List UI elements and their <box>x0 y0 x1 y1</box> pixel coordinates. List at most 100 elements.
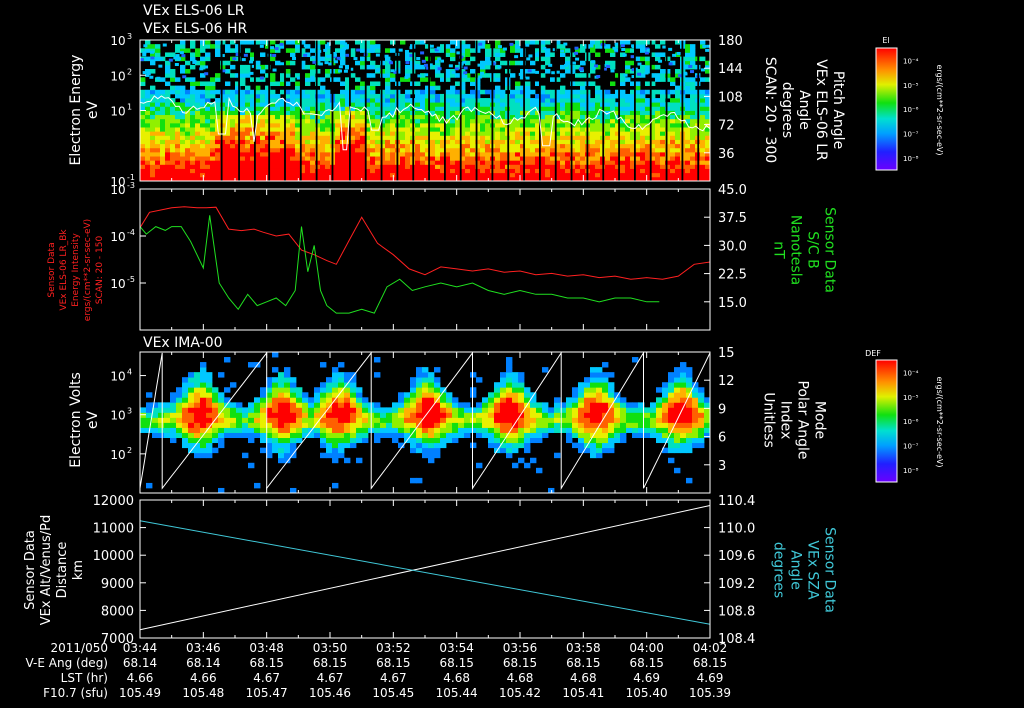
heat-cell <box>314 397 321 403</box>
heat-cell <box>555 156 561 161</box>
heat-cell <box>700 168 706 174</box>
heat-cell <box>245 164 251 169</box>
heat-cell <box>404 427 411 433</box>
heat-cell <box>220 98 226 103</box>
heat-cell <box>420 143 426 149</box>
heat-cell <box>595 98 601 103</box>
heat-cell <box>210 151 216 157</box>
axis-label-line: Sensor Data <box>23 530 38 610</box>
heat-speck <box>416 57 421 61</box>
heat-speck <box>463 71 468 75</box>
heat-cell <box>605 176 611 181</box>
heat-cell <box>340 114 346 120</box>
colorbar-def-label: ergs/(cm**2-sr-sec-eV) <box>935 376 944 467</box>
heat-cell <box>705 172 710 178</box>
heat-speck <box>303 44 308 48</box>
heat-cell <box>635 160 641 165</box>
heat-cell <box>655 102 661 107</box>
heat-cell <box>230 139 236 145</box>
heat-cell <box>295 164 301 169</box>
time-tick-label: 03:44 <box>123 641 158 655</box>
heat-cell <box>285 93 291 99</box>
heat-cell <box>392 437 399 444</box>
heat-cell <box>645 156 651 161</box>
heat-cell <box>475 131 481 136</box>
heat-cell <box>265 64 271 70</box>
heat-cell <box>270 151 276 157</box>
heat-cell <box>458 432 465 439</box>
heat-cell <box>290 93 296 99</box>
heat-cell <box>255 106 261 111</box>
heat-cell <box>680 412 687 418</box>
heat-cell <box>575 147 581 153</box>
heat-cell <box>434 387 441 393</box>
heat-speck <box>140 58 145 62</box>
heat-cell <box>675 114 681 120</box>
heat-cell <box>630 60 636 66</box>
heat-cell <box>415 143 421 149</box>
heat-cell <box>686 377 693 383</box>
heat-cell <box>266 407 273 413</box>
heat-cell <box>506 392 513 398</box>
heat-cell <box>195 176 201 181</box>
heat-cell <box>190 143 196 149</box>
heat-cell <box>170 52 176 57</box>
heat-cell <box>272 387 279 393</box>
heat-cell <box>512 377 519 383</box>
heat-cell <box>692 437 699 444</box>
heat-cell <box>185 77 191 82</box>
heat-cell <box>500 139 506 145</box>
heat-cell <box>390 156 396 161</box>
heat-cell <box>480 176 486 181</box>
heat-cell <box>315 168 321 174</box>
heat-cell <box>674 397 681 403</box>
heat-cell <box>602 377 609 383</box>
heat-cell <box>630 98 636 103</box>
heat-speck <box>204 65 209 69</box>
heat-cell <box>428 417 435 423</box>
heat-cell <box>350 402 357 408</box>
heat-cell <box>540 106 546 111</box>
heat-cell <box>470 89 476 95</box>
heat-cell <box>515 40 521 45</box>
heat-cell <box>460 147 466 153</box>
heat-cell <box>200 60 206 66</box>
time-row-value: 105.41 <box>562 686 604 700</box>
heat-cell <box>698 417 705 423</box>
heat-cell <box>300 176 306 181</box>
heat-cell <box>650 102 656 107</box>
heat-cell <box>635 93 641 99</box>
heat-cell <box>160 131 166 136</box>
heat-cell <box>140 118 146 124</box>
heat-cell <box>572 442 579 449</box>
heat-cell <box>465 135 471 140</box>
heat-cell <box>670 81 676 87</box>
heat-cell <box>460 156 466 161</box>
heat-cell <box>250 40 256 45</box>
heat-cell <box>160 147 166 153</box>
heat-cell <box>580 106 586 111</box>
heat-cell <box>285 131 291 136</box>
heat-cell <box>440 135 446 140</box>
heat-cell <box>572 417 579 423</box>
heat-cell <box>535 81 541 87</box>
heat-cell <box>670 118 676 124</box>
heat-cell <box>670 160 676 165</box>
heat-cell <box>300 122 306 128</box>
heat-cell <box>690 176 696 181</box>
heat-cell <box>625 164 631 169</box>
heat-cell <box>500 143 506 149</box>
heat-cell <box>536 402 543 408</box>
heat-cell <box>188 392 195 398</box>
heat-cell <box>265 73 271 78</box>
heat-cell <box>188 377 195 383</box>
heat-speck <box>270 46 275 50</box>
heat-cell <box>240 64 246 70</box>
heat-cell <box>560 176 566 181</box>
heat-cell <box>300 60 306 66</box>
heat-cell <box>620 73 626 78</box>
heat-cell <box>200 64 206 70</box>
heat-cell <box>455 172 461 178</box>
heat-cell <box>470 56 476 62</box>
heat-cell <box>295 110 301 116</box>
